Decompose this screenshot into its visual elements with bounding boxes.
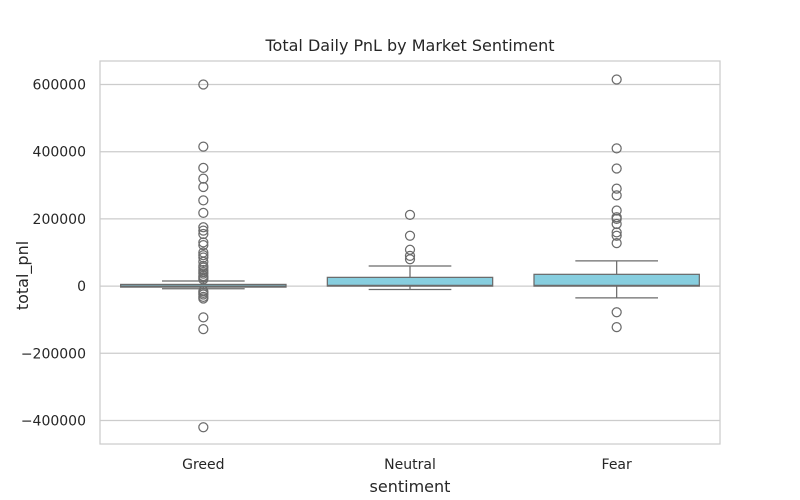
outlier-point <box>611 163 622 174</box>
outlier-point <box>611 143 622 154</box>
outlier-point <box>611 230 622 241</box>
y-tick-label: −200000 <box>21 346 86 362</box>
outlier-point <box>198 173 209 184</box>
outlier-point <box>198 239 209 251</box>
outlier-point <box>611 237 622 249</box>
outlier-point <box>611 183 622 194</box>
outlier-point <box>198 225 209 236</box>
grid-lines <box>100 83 720 422</box>
outlier-point <box>404 254 416 265</box>
chart-title: Total Daily PnL by Market Sentiment <box>265 36 555 55</box>
outlier-point <box>198 293 209 304</box>
outlier-point <box>198 195 209 206</box>
y-axis-label: total_pnl <box>13 240 33 311</box>
y-tick-label: 0 <box>77 279 86 295</box>
y-tick-label: 200000 <box>33 212 86 228</box>
outlier-point <box>611 227 622 238</box>
x-tick-label: Neutral <box>384 457 436 473</box>
outlier-point <box>404 209 416 220</box>
outlier-point <box>198 222 209 233</box>
x-tick-label: Fear <box>602 457 632 473</box>
outlier-point <box>611 190 622 201</box>
outlier-point <box>198 141 209 152</box>
y-tick-labels: −400000 −200000 0 200000 400000 600000 <box>21 78 86 430</box>
box-neutral <box>326 276 494 287</box>
outlier-point <box>611 307 622 318</box>
box-fear <box>533 273 700 287</box>
outlier-point <box>198 79 209 90</box>
outlier-point <box>198 312 209 323</box>
outlier-point <box>404 230 416 241</box>
outlier-point <box>198 323 209 335</box>
outlier-point <box>198 207 209 218</box>
x-axis-label: sentiment <box>369 477 451 496</box>
outlier-point <box>198 181 209 193</box>
y-tick-label: 400000 <box>33 145 86 161</box>
outlier-point <box>198 274 209 285</box>
outlier-point <box>611 74 622 85</box>
x-tick-label: Greed <box>182 457 224 473</box>
outlier-point <box>611 213 622 225</box>
outlier-point <box>198 237 209 248</box>
outlier-point <box>404 250 416 261</box>
plot-frame <box>99 60 721 445</box>
outlier-point <box>198 422 209 433</box>
y-tick-label: −400000 <box>21 413 86 429</box>
outlier-point <box>611 321 622 333</box>
x-tick-labels: Greed Neutral Fear <box>182 457 632 473</box>
outlier-points <box>198 74 622 433</box>
y-tick-label: 600000 <box>33 78 86 94</box>
outlier-point <box>198 162 209 173</box>
outlier-point <box>198 256 209 268</box>
